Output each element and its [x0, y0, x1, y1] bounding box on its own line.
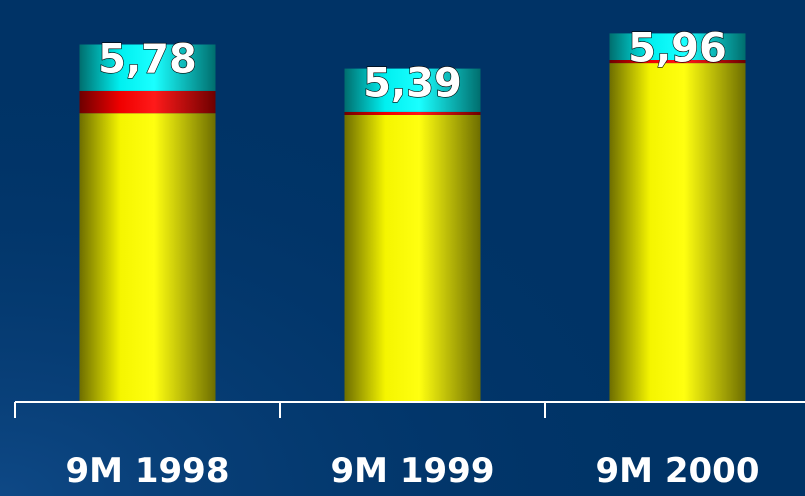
category-label: 9M 2000	[596, 451, 760, 491]
bar-segment-red	[609, 60, 746, 64]
bar-segment-cyan	[344, 68, 481, 112]
bar-segment-yellow	[79, 113, 216, 402]
bars-layer	[79, 33, 746, 402]
data-label: 5,39	[363, 61, 462, 107]
bar-segment-yellow	[344, 115, 481, 402]
labels-layer: 5,78 9M 1998 5,39 9M 1999 5,96 9M 2000	[66, 25, 760, 491]
bar-segment-red	[344, 111, 481, 115]
bar-segment-cyan	[79, 44, 216, 91]
bar-segment-yellow	[609, 63, 746, 402]
data-label: 5,78	[98, 37, 197, 83]
category-label: 9M 1998	[66, 451, 230, 491]
data-label: 5,96	[628, 25, 727, 71]
bar-segment-cyan	[609, 33, 746, 60]
category-label: 9M 1999	[331, 451, 495, 491]
bar-segment-red	[79, 90, 216, 114]
x-axis	[14, 401, 805, 418]
